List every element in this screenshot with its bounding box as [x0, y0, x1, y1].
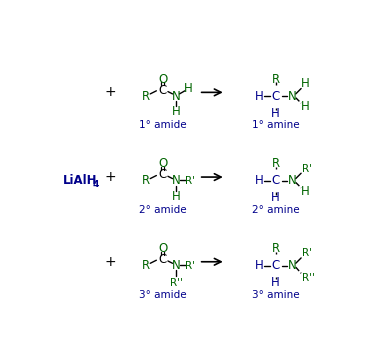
Text: C: C: [158, 253, 166, 266]
Text: C: C: [272, 90, 280, 103]
Text: 2° amine: 2° amine: [252, 205, 299, 215]
Text: 1° amine: 1° amine: [252, 121, 299, 130]
Text: H: H: [301, 78, 309, 90]
Text: +: +: [104, 255, 116, 269]
Text: R': R': [301, 164, 312, 174]
Text: H: H: [255, 174, 263, 187]
Text: N: N: [288, 174, 297, 187]
Text: N: N: [288, 90, 297, 103]
Text: R': R': [185, 261, 195, 271]
Text: R': R': [185, 176, 195, 186]
Text: +: +: [104, 170, 116, 184]
Text: N: N: [288, 259, 297, 272]
Text: 3° amine: 3° amine: [252, 290, 299, 300]
Text: O: O: [158, 73, 167, 86]
Text: 3° amide: 3° amide: [139, 290, 186, 300]
Text: H: H: [255, 90, 263, 103]
Text: N: N: [172, 259, 181, 272]
Text: H: H: [172, 105, 181, 118]
Text: C: C: [158, 168, 166, 181]
Text: 2° amide: 2° amide: [139, 205, 186, 215]
Text: H: H: [184, 82, 193, 95]
Text: 4: 4: [93, 180, 99, 189]
Text: R: R: [141, 90, 150, 103]
Text: O: O: [158, 242, 167, 255]
Text: N: N: [172, 90, 181, 103]
Text: LiAlH: LiAlH: [62, 174, 97, 187]
Text: H: H: [271, 191, 280, 204]
Text: H: H: [172, 190, 181, 203]
Text: H: H: [301, 101, 309, 113]
Text: R: R: [272, 242, 280, 255]
Text: C: C: [158, 84, 166, 97]
Text: R: R: [272, 73, 280, 86]
Text: 1° amide: 1° amide: [139, 121, 186, 130]
Text: N: N: [172, 174, 181, 187]
Text: H: H: [271, 107, 280, 120]
Text: H: H: [301, 185, 309, 198]
Text: O: O: [158, 158, 167, 171]
Text: C: C: [272, 174, 280, 187]
Text: H: H: [255, 259, 263, 272]
Text: C: C: [272, 259, 280, 272]
Text: R: R: [272, 158, 280, 171]
Text: R': R': [301, 248, 312, 258]
Text: R: R: [141, 259, 150, 272]
Text: H: H: [271, 276, 280, 289]
Text: R: R: [141, 174, 150, 187]
Text: +: +: [104, 85, 116, 99]
Text: R'': R'': [302, 273, 314, 283]
Text: R'': R'': [170, 278, 183, 288]
